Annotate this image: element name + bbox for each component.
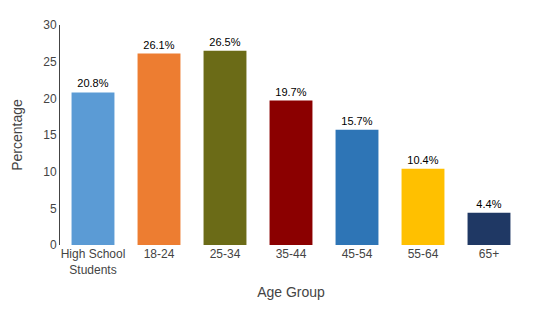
svg-text:45-54: 45-54 (342, 247, 373, 261)
svg-text:Age Group: Age Group (257, 284, 325, 300)
svg-text:25: 25 (43, 55, 57, 69)
svg-text:30: 30 (43, 18, 57, 32)
svg-text:4.4%: 4.4% (476, 198, 501, 210)
svg-text:35-44: 35-44 (276, 247, 307, 261)
svg-text:15: 15 (43, 128, 57, 142)
svg-text:26.5%: 26.5% (209, 36, 240, 48)
svg-text:5: 5 (50, 202, 57, 216)
svg-text:20.8%: 20.8% (77, 77, 108, 89)
svg-text:10.4%: 10.4% (407, 154, 438, 166)
svg-text:25-34: 25-34 (210, 247, 241, 261)
svg-text:Percentage: Percentage (9, 99, 25, 171)
svg-text:0: 0 (50, 238, 57, 252)
svg-text:55-64: 55-64 (408, 247, 439, 261)
svg-text:18-24: 18-24 (144, 247, 175, 261)
svg-text:19.7%: 19.7% (275, 86, 306, 98)
svg-text:20: 20 (43, 92, 57, 106)
svg-text:10: 10 (43, 165, 57, 179)
svg-text:65+: 65+ (479, 247, 499, 261)
svg-text:High SchoolStudents: High SchoolStudents (61, 247, 126, 277)
svg-text:15.7%: 15.7% (341, 115, 372, 127)
svg-text:26.1%: 26.1% (143, 39, 174, 51)
